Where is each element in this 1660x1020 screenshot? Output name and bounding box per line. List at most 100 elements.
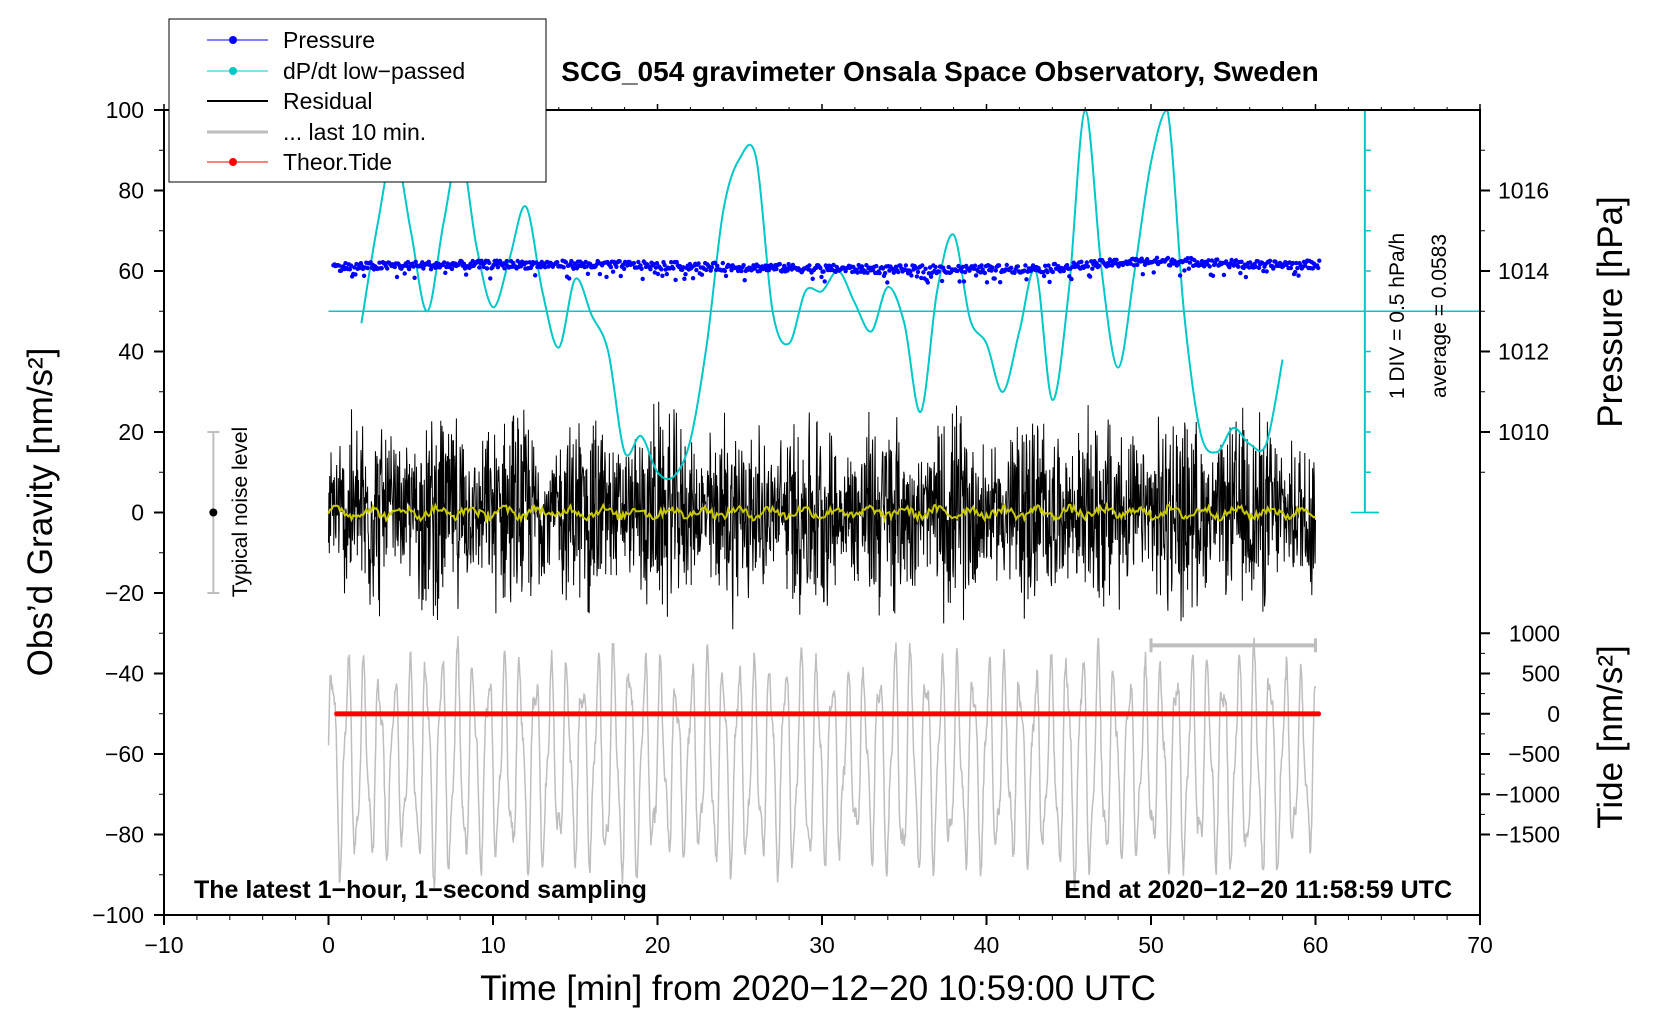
pressure-point (920, 263, 925, 268)
pressure-point (913, 266, 918, 271)
pressure-point (939, 278, 945, 284)
pressure-point (614, 264, 619, 269)
pressure-point (822, 279, 827, 284)
pressure-point (659, 267, 664, 272)
y-tick-label: −60 (105, 741, 144, 767)
noise-bar-center (209, 508, 218, 517)
pressure-point (662, 262, 667, 268)
pressure-point (1182, 268, 1187, 273)
y-tick-label: 100 (106, 97, 144, 123)
pressure-point (1215, 257, 1220, 262)
tide-point (1315, 711, 1322, 717)
y-tick-label: 20 (118, 419, 144, 445)
pressure-point (1293, 269, 1298, 275)
pressure-point (1135, 262, 1140, 267)
pressure-point (638, 263, 643, 268)
legend: Pressure dP/dt low−passed Residual ... l… (168, 18, 547, 183)
pressure-tick-label: 1016 (1498, 178, 1549, 204)
pressure-point (442, 260, 447, 265)
pressure-point (921, 270, 926, 275)
y-tick-label: 80 (118, 178, 144, 204)
legend-label-last10: ... last 10 min. (283, 119, 426, 145)
pressure-point (1052, 261, 1058, 267)
pressure-point (998, 280, 1003, 285)
pressure-point (655, 271, 661, 277)
chart-extras (207, 431, 1317, 653)
pressure-point (639, 266, 644, 271)
x-tick-label: 30 (809, 932, 835, 958)
pressure-point (914, 274, 920, 279)
pressure-point (896, 269, 901, 275)
pressure-point (865, 270, 870, 275)
pressure-point (1231, 263, 1237, 268)
dpdt-scale-label: 1 DIV = 0.5 hPa/h (1386, 233, 1409, 399)
y-axis-label-pressure: Pressure [hPa] (1591, 196, 1630, 428)
pressure-point (919, 275, 924, 281)
y-tick-label: 0 (131, 500, 144, 526)
pressure-point (818, 265, 823, 271)
pressure-point (807, 263, 812, 268)
pressure-point (487, 260, 492, 266)
pressure-point (682, 276, 687, 281)
pressure-point (495, 265, 501, 270)
legend-marker-pressure (229, 36, 237, 44)
pressure-point (1168, 263, 1173, 268)
pressure-point (1154, 255, 1160, 260)
pressure-tick-label: 1014 (1498, 258, 1549, 284)
pressure-point (412, 275, 417, 280)
pressure-point (923, 266, 928, 271)
pressure-point (477, 265, 482, 270)
legend-entry-residual: Residual (207, 88, 373, 114)
pressure-point (405, 259, 411, 265)
pressure-point (973, 273, 979, 278)
pressure-point (1229, 257, 1234, 263)
pressure-point (1227, 265, 1232, 270)
pressure-point (621, 266, 627, 271)
pressure-point (617, 259, 622, 264)
pressure-point (739, 268, 744, 274)
pressure-point (461, 261, 467, 266)
pressure-point (1087, 274, 1093, 279)
x-tick-label: 70 (1467, 932, 1493, 958)
pressure-point (681, 265, 686, 270)
pressure-point (874, 263, 879, 269)
pressure-point (597, 271, 603, 277)
pressure-point (1046, 263, 1051, 268)
pressure-point (1050, 269, 1056, 275)
pressure-point (1295, 265, 1300, 271)
pressure-point (909, 273, 914, 278)
y-axis-pressure: 1010 1012 1014 1016 (1479, 110, 1549, 485)
pressure-point (1015, 264, 1020, 269)
tide-tick-label: 0 (1547, 701, 1560, 727)
pressure-point (1243, 274, 1249, 280)
pressure-point (443, 270, 448, 275)
y-tick-label: 40 (118, 339, 144, 365)
pressure-point (961, 279, 967, 284)
pressure-point (385, 266, 390, 271)
pressure-point (1192, 257, 1197, 263)
pressure-point (361, 273, 367, 278)
pressure-series (331, 255, 1322, 285)
pressure-point (338, 268, 344, 273)
pressure-point (810, 276, 815, 281)
pressure-point (1004, 262, 1009, 268)
pressure-point (1177, 273, 1183, 278)
pressure-point (1260, 260, 1265, 266)
pressure-point (610, 269, 616, 274)
x-tick-label: 60 (1303, 932, 1329, 958)
pressure-point (1290, 260, 1296, 266)
pressure-point (1012, 270, 1017, 275)
legend-label-residual: Residual (283, 88, 373, 114)
pressure-point (1045, 270, 1050, 275)
pressure-point (1040, 270, 1046, 275)
pressure-point (1316, 265, 1321, 271)
pressure-point (996, 263, 1002, 268)
pressure-point (660, 273, 665, 278)
pressure-point (882, 270, 888, 276)
pressure-point (561, 265, 566, 270)
pressure-point (1109, 263, 1115, 268)
pressure-point (449, 266, 455, 272)
pressure-point (411, 264, 416, 269)
tide-tick-label: −1000 (1495, 781, 1560, 807)
